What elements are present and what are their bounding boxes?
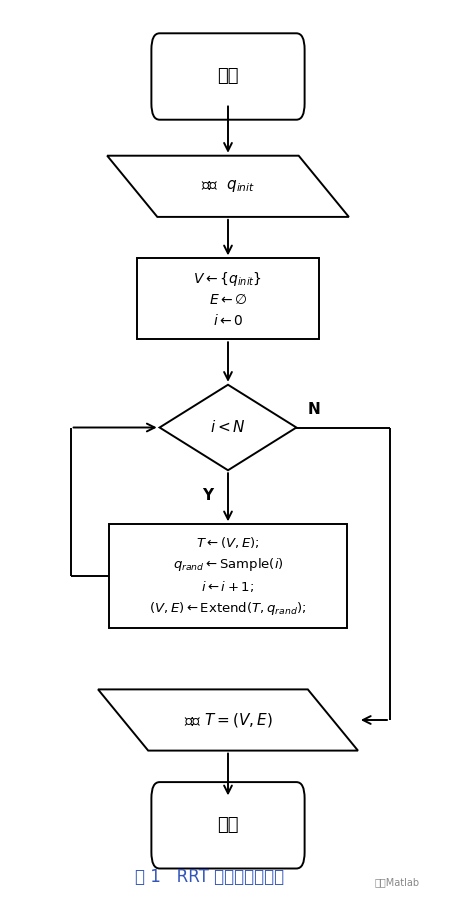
- Text: 输入  $q_{init}$: 输入 $q_{init}$: [201, 178, 254, 194]
- Text: Y: Y: [202, 488, 212, 503]
- Text: $V\leftarrow\{q_{init}\}$
$E\leftarrow\varnothing$
$i\leftarrow 0$: $V\leftarrow\{q_{init}\}$ $E\leftarrow\v…: [193, 270, 262, 328]
- Text: N: N: [307, 402, 319, 417]
- Bar: [109, 524, 346, 628]
- Text: 开始: 开始: [217, 68, 238, 86]
- Text: 天天Matlab: 天天Matlab: [374, 877, 418, 887]
- Polygon shape: [159, 385, 296, 470]
- Polygon shape: [98, 689, 357, 751]
- FancyBboxPatch shape: [151, 782, 304, 868]
- Polygon shape: [107, 156, 348, 217]
- FancyBboxPatch shape: [151, 33, 304, 120]
- Bar: [136, 258, 318, 339]
- Text: 图 1   RRT 算法程序流程图: 图 1 RRT 算法程序流程图: [135, 868, 284, 886]
- Text: 返回 $T=(V, E)$: 返回 $T=(V, E)$: [183, 711, 272, 729]
- Text: $i<N$: $i<N$: [210, 419, 245, 436]
- Text: $T\leftarrow(V, E)$;
$q_{rand}\leftarrow$Sample$(i)$
$i\leftarrow i+1$;
$(V, E)\: $T\leftarrow(V, E)$; $q_{rand}\leftarrow…: [149, 535, 306, 617]
- Text: 结束: 结束: [217, 816, 238, 834]
